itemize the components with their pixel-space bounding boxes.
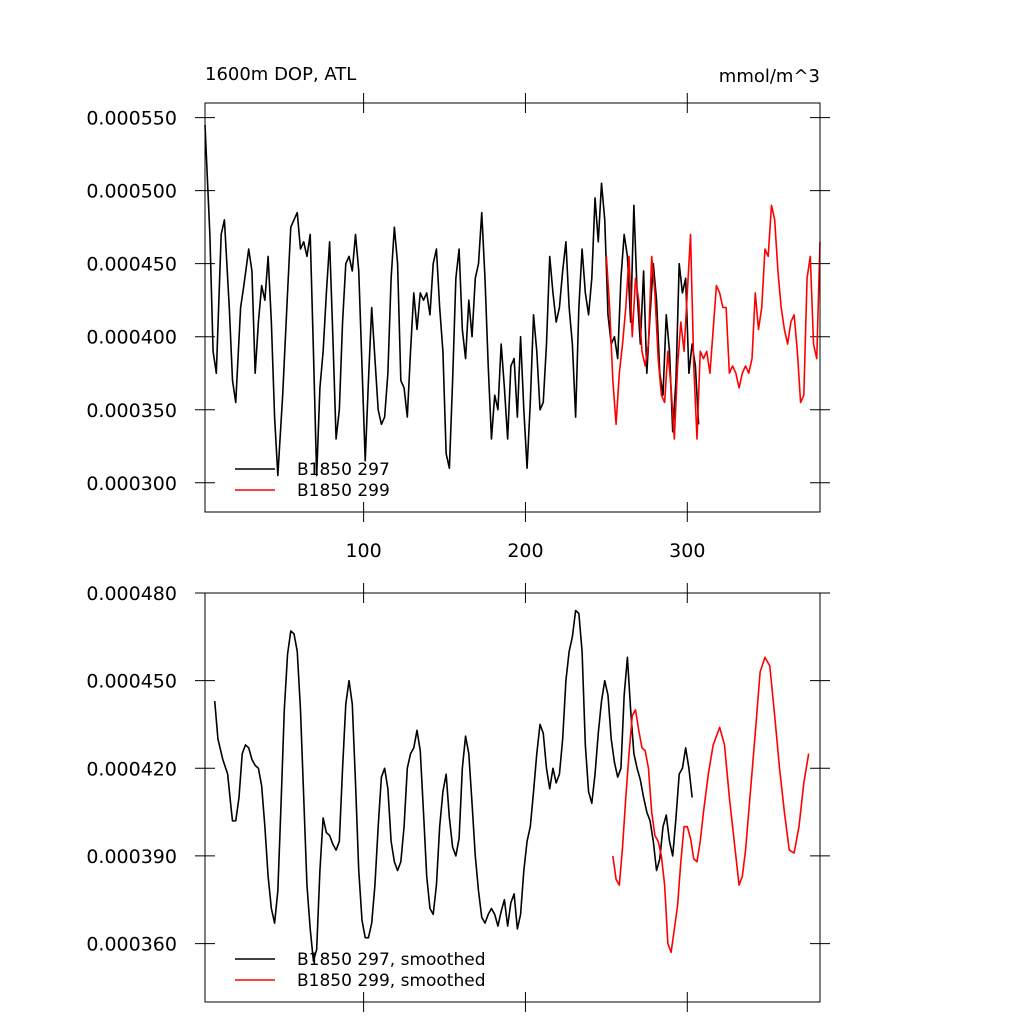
series-line	[213, 609, 693, 962]
x-tick-label: 300	[669, 540, 705, 562]
y-tick-label: 0.000420	[86, 758, 177, 780]
y-tick-label: 0.000500	[86, 181, 177, 203]
y-tick-label: 0.000390	[86, 846, 177, 868]
series-line	[605, 204, 821, 440]
y-tick-label: 0.000300	[86, 473, 177, 495]
y-tick-label: 0.000400	[86, 327, 177, 349]
legend-label: B1850 299, smoothed	[297, 971, 486, 991]
y-tick-label: 0.000550	[86, 108, 177, 130]
plot-frame	[204, 102, 821, 513]
plot-frame	[204, 592, 821, 1003]
y-tick-label: 0.000350	[86, 400, 177, 422]
legend-label: B1850 297	[297, 460, 390, 480]
y-tick-label: 0.000450	[86, 254, 177, 276]
series-line	[204, 124, 700, 477]
y-tick-label: 0.000480	[86, 583, 177, 605]
legend-label: B1850 299	[297, 481, 390, 501]
x-tick-label: 100	[345, 540, 381, 562]
legend-label: B1850 297, smoothed	[297, 950, 486, 970]
series-line	[612, 656, 810, 954]
units-label: mmol/m^3	[719, 66, 820, 87]
y-tick-label: 0.000360	[86, 934, 177, 956]
chart-title: 1600m DOP, ATL	[205, 64, 356, 85]
x-tick-label: 200	[507, 540, 543, 562]
y-tick-label: 0.000450	[86, 671, 177, 693]
